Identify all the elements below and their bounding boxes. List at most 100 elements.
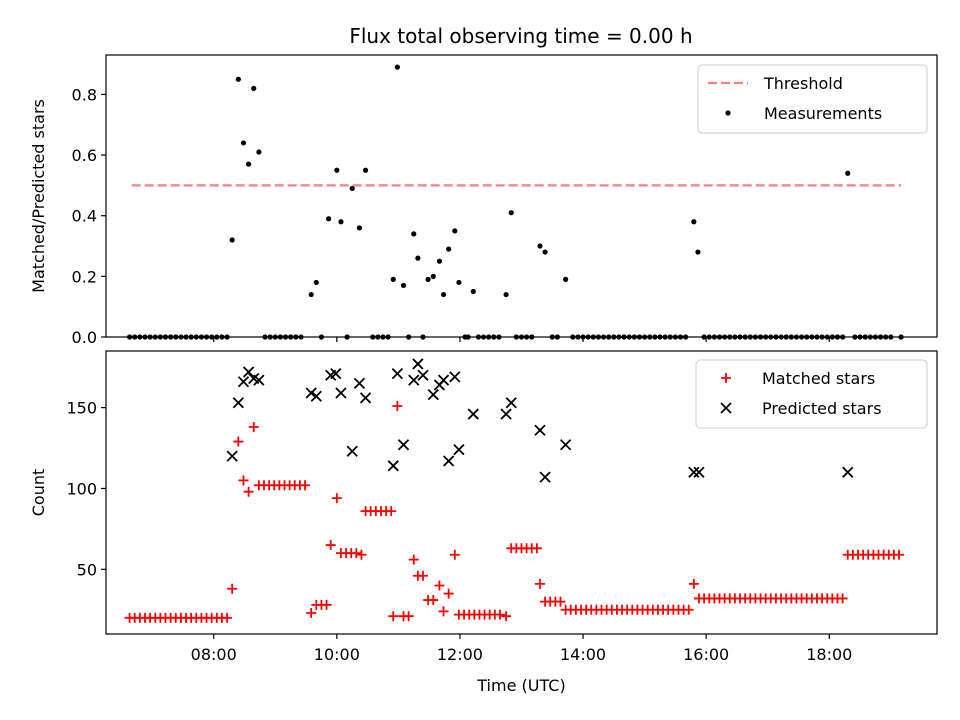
predicted-stars-point xyxy=(353,377,366,389)
predicted-stars-point xyxy=(335,387,347,399)
matched-stars-point xyxy=(386,506,397,517)
measurement-point xyxy=(537,243,543,249)
y-tick-label: 0.6 xyxy=(72,146,97,165)
predicted-stars-point xyxy=(412,358,424,370)
predicted-stars-point xyxy=(253,374,265,386)
measurement-point xyxy=(229,237,235,243)
predicted-stars-point xyxy=(232,397,244,409)
measurement-point xyxy=(400,282,407,289)
predicted-stars-point xyxy=(443,455,455,467)
predicted-stars-point xyxy=(693,466,705,478)
x-tick-label: 16:00 xyxy=(683,645,729,664)
measurement-point xyxy=(235,76,241,82)
measurement-point xyxy=(356,225,363,231)
matched-stars-point xyxy=(434,580,445,591)
matched-stars-point xyxy=(418,570,429,581)
measurement-point xyxy=(349,185,355,192)
matched-stars-point xyxy=(331,493,342,504)
matched-stars-point xyxy=(438,606,449,617)
measurement-point xyxy=(240,140,247,146)
y-tick-label: 0.4 xyxy=(72,207,97,226)
matched-stars-point xyxy=(403,611,414,622)
y-axis-title: Count xyxy=(29,469,48,517)
matched-stars-point xyxy=(449,549,460,560)
plot-frame xyxy=(105,54,938,338)
legend-predicted-swatch xyxy=(720,402,732,414)
measurement-point xyxy=(456,279,462,286)
predicted-stars-point xyxy=(237,376,250,388)
predicted-stars-point xyxy=(539,471,551,483)
matched-stars-point xyxy=(501,611,512,622)
matched-stars-point xyxy=(325,540,336,551)
legend-label: Matched stars xyxy=(762,369,875,388)
predicted-stars-point xyxy=(505,397,517,409)
matched-stars-point xyxy=(321,599,332,610)
measurement-point xyxy=(452,228,458,234)
x-tick-label: 08:00 xyxy=(191,645,237,664)
predicted-stars-point xyxy=(842,466,854,478)
measurement-point xyxy=(425,276,431,282)
ratio-panel: 0.0 0.2 0.4 0.6 0.8 Matched/Predicted stars Th… xyxy=(29,54,938,347)
legend-box xyxy=(695,359,928,429)
x-tick-label: 18:00 xyxy=(806,645,852,664)
measurement-point xyxy=(542,249,548,255)
figure-title: Flux total observing time = 0.00 h xyxy=(349,24,692,48)
measurement-point xyxy=(415,255,421,261)
matched-stars-point xyxy=(306,607,317,618)
measurement-point xyxy=(691,219,697,225)
matched-stars-point xyxy=(243,486,254,497)
measurement-point xyxy=(845,170,851,176)
measurement-point xyxy=(256,149,262,155)
legend-measurement-swatch xyxy=(725,110,731,116)
y-tick-label: 0.2 xyxy=(72,267,97,286)
matched-stars-point xyxy=(534,578,545,589)
measurement-point xyxy=(411,231,417,237)
matched-stars-point xyxy=(227,583,238,594)
matched-stars-point xyxy=(392,400,403,411)
predicted-stars-point xyxy=(467,408,479,420)
measurement-point xyxy=(563,276,569,282)
predicted-stars-point xyxy=(427,389,439,401)
predicted-stars-point xyxy=(387,460,399,472)
measurement-point xyxy=(436,258,443,264)
measurement-point xyxy=(246,161,252,167)
measurement-point xyxy=(440,291,447,298)
legend-label: Measurements xyxy=(764,104,882,123)
matched-stars-point xyxy=(688,578,699,589)
measurement-point xyxy=(326,216,332,222)
legend-label: Predicted stars xyxy=(762,399,882,418)
matched-stars-point xyxy=(555,596,566,607)
measurement-point xyxy=(334,167,340,173)
matched-stars-point xyxy=(222,612,233,623)
matched-stars-point xyxy=(443,588,454,599)
matched-stars-point xyxy=(428,595,439,606)
predicted-stars-point xyxy=(330,368,342,380)
predicted-stars-point xyxy=(534,424,546,436)
matched-stars-point xyxy=(388,611,399,622)
x-tick-label: 10:00 xyxy=(314,645,360,664)
matched-stars-point xyxy=(837,593,848,604)
predicted-stars-point xyxy=(500,408,512,420)
predicted-stars-point xyxy=(346,445,358,457)
y-tick-label: 0.0 xyxy=(72,328,97,347)
legend-box xyxy=(697,64,928,134)
predicted-stars-point xyxy=(437,374,450,386)
predicted-stars-point xyxy=(391,368,403,380)
x-tick-label: 14:00 xyxy=(560,645,606,664)
y-tick-label: 50 xyxy=(77,560,97,579)
matched-stars-point xyxy=(494,609,505,620)
y-tick-label: 100 xyxy=(66,479,97,498)
measurement-point xyxy=(695,249,701,255)
measurement-point xyxy=(251,85,257,91)
predicted-stars-point xyxy=(226,450,238,462)
predicted-stars-point xyxy=(559,439,572,451)
matched-stars-point xyxy=(531,543,542,554)
predicted-stars-point xyxy=(397,439,410,451)
count-panel: 50 100 150 08:00 10:00 12:00 14:00 16:00 18:00 Co… xyxy=(29,350,938,695)
matched-stars-point xyxy=(233,436,244,447)
measurement-point xyxy=(503,291,509,298)
y-tick-label: 150 xyxy=(66,399,97,418)
matched-stars-point xyxy=(356,549,367,560)
measurement-point xyxy=(430,273,436,279)
measurement-point xyxy=(446,246,452,252)
